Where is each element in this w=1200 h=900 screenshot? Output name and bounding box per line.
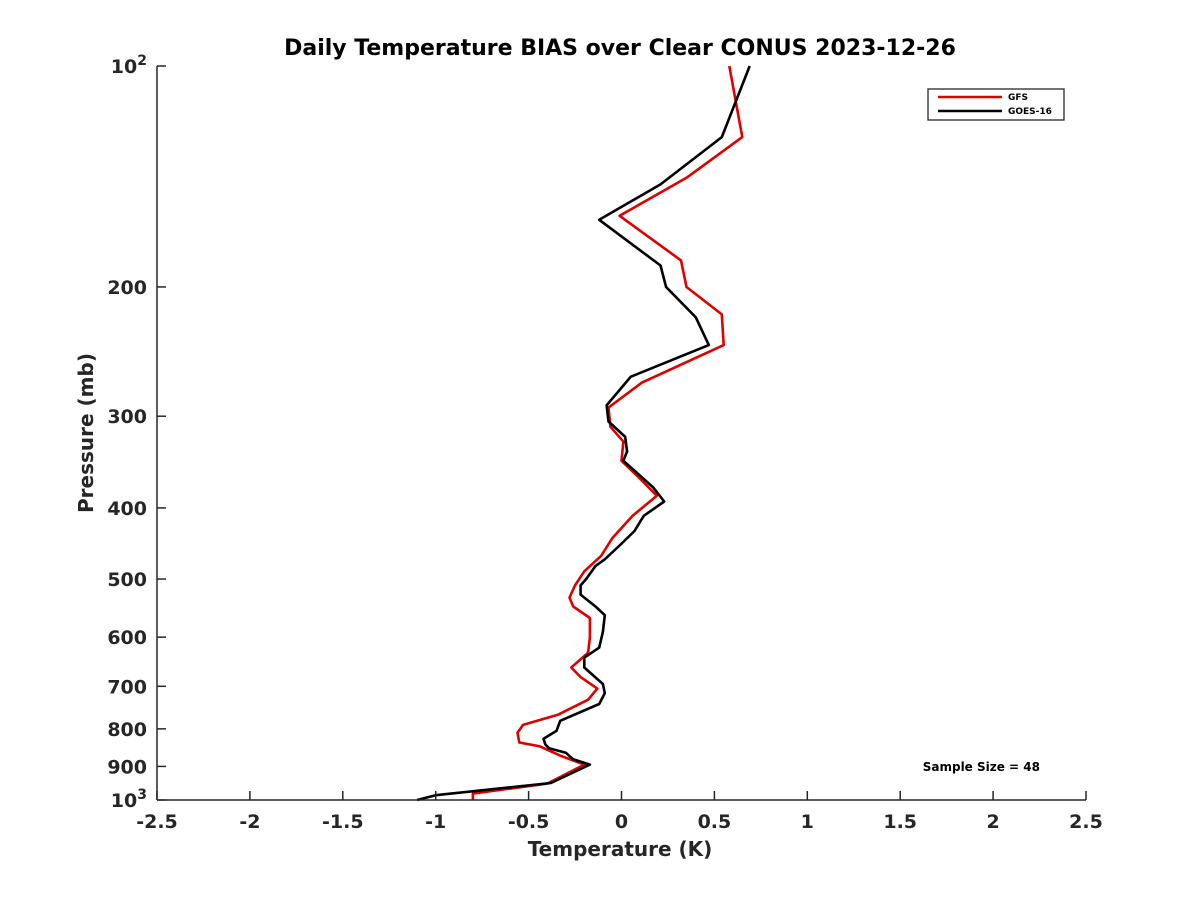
chart-title: Daily Temperature BIAS over Clear CONUS … — [284, 36, 956, 61]
series-layer — [416, 65, 751, 802]
x-tick-label: -1.5 — [322, 811, 364, 833]
y-tick-label: 400 — [107, 498, 147, 520]
x-tick-label: -2.5 — [136, 811, 178, 833]
x-tick-label: 2 — [986, 811, 999, 833]
y-tick-label: 200 — [107, 277, 147, 299]
x-tick-label: -0.5 — [508, 811, 550, 833]
x-tick-label: 0.5 — [698, 811, 732, 833]
x-axis-label: Temperature (K) — [528, 837, 713, 861]
series-line-gfs — [471, 65, 744, 800]
x-tick-label: 1 — [801, 811, 814, 833]
y-tick-label: 800 — [107, 719, 147, 741]
x-tick-label: -2 — [239, 811, 260, 833]
ticks-layer: -2.5 -2 -1.5 -1 -0.5 0 0.5 1 1.5 2 2.5 102 200 300 400… — [107, 53, 1103, 833]
y-tick-label: 700 — [107, 676, 147, 698]
x-tick-label: 1.5 — [883, 811, 917, 833]
y-tick-label: 300 — [107, 406, 147, 428]
legend-label-goes16: GOES-16 — [1008, 107, 1052, 117]
y-tick-label: 102 — [111, 53, 147, 78]
x-tick-label: -1 — [425, 811, 446, 833]
y-tick-label: 103 — [111, 787, 147, 812]
legend-box — [927, 88, 1065, 121]
legend-label-gfs: GFS — [1008, 93, 1028, 103]
y-tick-label: 500 — [107, 569, 147, 591]
y-tick-label: 900 — [107, 756, 147, 778]
series-line-goes16 — [416, 65, 751, 802]
x-tick-label: 2.5 — [1069, 811, 1103, 833]
y-axis-label: Pressure (mb) — [74, 353, 98, 513]
legend: GFS GOES-16 — [927, 88, 1065, 121]
y-tick-label: 600 — [107, 627, 147, 649]
x-tick-label: 0 — [615, 811, 628, 833]
sample-size-annotation: Sample Size = 48 — [923, 760, 1040, 774]
